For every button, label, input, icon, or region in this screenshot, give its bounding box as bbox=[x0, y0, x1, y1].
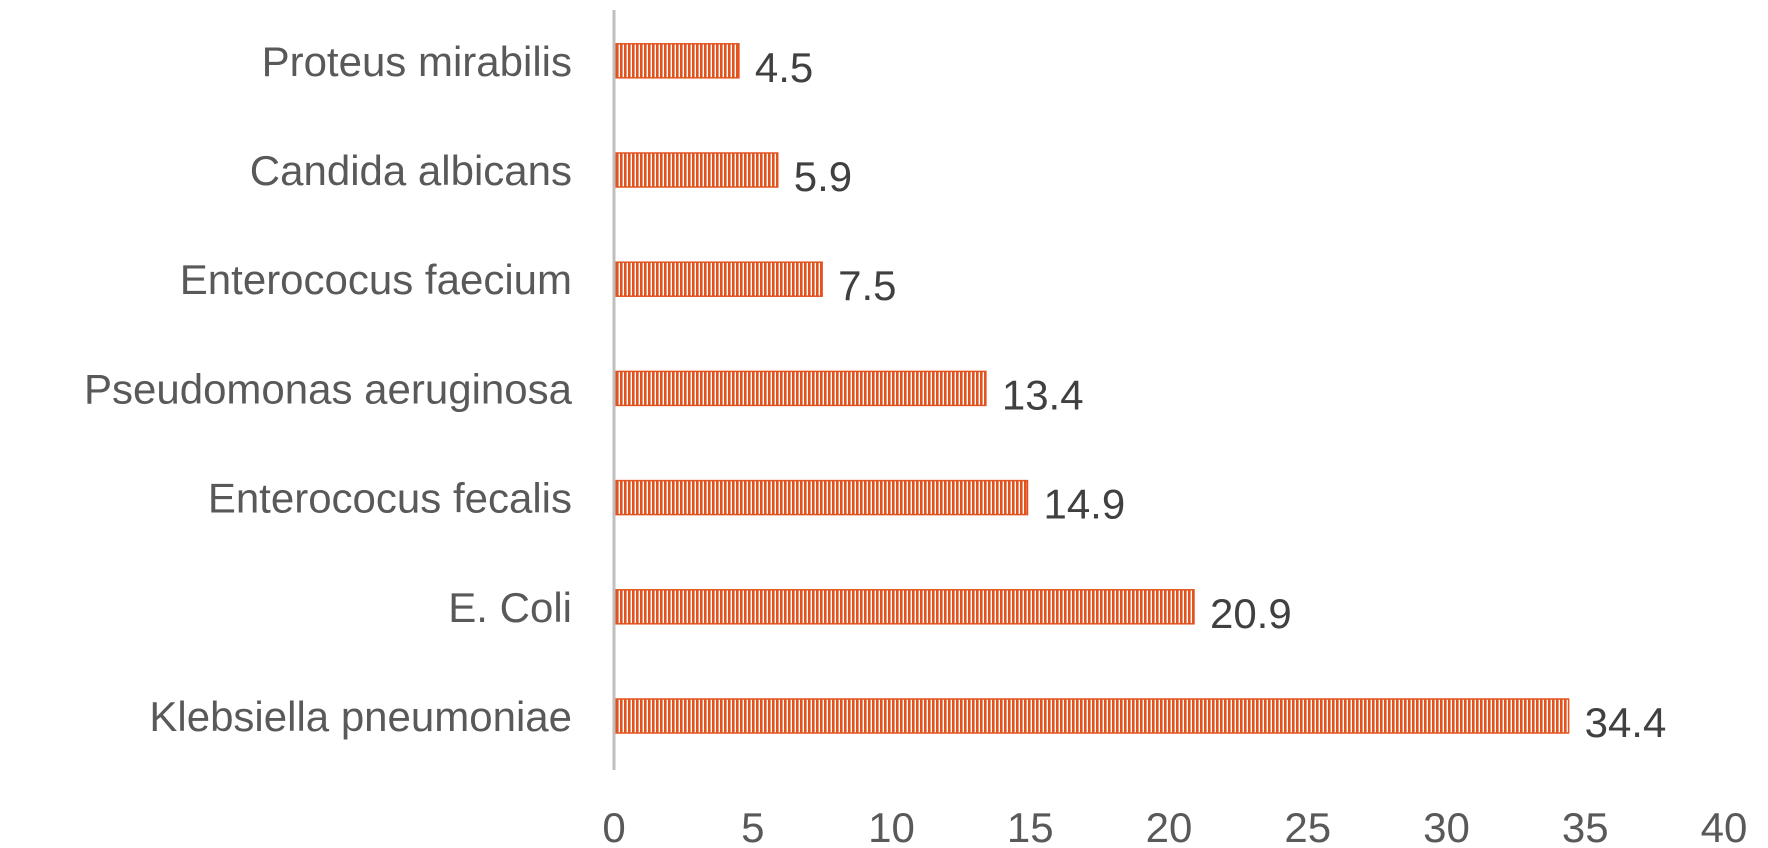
data-label: 5.9 bbox=[794, 153, 852, 200]
x-tick-label: 0 bbox=[602, 804, 625, 848]
x-tick-label: 25 bbox=[1284, 804, 1331, 848]
category-labels: Klebsiella pneumoniae E. Coli Enterococus … bbox=[84, 38, 573, 740]
data-labels: 34.4 20.9 14.9 13.4 7.5 5.9 4.5 bbox=[755, 44, 1666, 746]
bar bbox=[615, 589, 1195, 625]
x-tick-label: 20 bbox=[1146, 804, 1193, 848]
category-label: Enterococus faecium bbox=[180, 256, 572, 303]
data-label: 13.4 bbox=[1002, 371, 1084, 418]
data-label: 7.5 bbox=[838, 262, 896, 309]
data-label: 14.9 bbox=[1043, 481, 1125, 528]
bars-layer bbox=[615, 43, 1570, 734]
category-label: Proteus mirabilis bbox=[262, 38, 572, 85]
bar bbox=[615, 152, 779, 188]
x-axis-tick-labels: 0 5 10 15 20 25 30 35 40 bbox=[602, 804, 1747, 848]
category-label: E. Coli bbox=[448, 584, 572, 631]
x-tick-label: 5 bbox=[741, 804, 764, 848]
x-tick-label: 10 bbox=[868, 804, 915, 848]
x-tick-label: 40 bbox=[1701, 804, 1748, 848]
x-tick-label: 15 bbox=[1007, 804, 1054, 848]
bar bbox=[615, 43, 740, 79]
x-tick-label: 35 bbox=[1562, 804, 1609, 848]
category-label: Pseudomonas aeruginosa bbox=[84, 365, 573, 412]
category-label: Candida albicans bbox=[250, 147, 572, 194]
category-label: Enterococus fecalis bbox=[208, 475, 572, 522]
data-label: 34.4 bbox=[1585, 699, 1667, 746]
data-label: 20.9 bbox=[1210, 590, 1292, 637]
category-label: Klebsiella pneumoniae bbox=[149, 693, 572, 740]
bar bbox=[615, 370, 987, 407]
data-label: 4.5 bbox=[755, 44, 813, 91]
bar bbox=[615, 261, 823, 297]
bar bbox=[615, 479, 1029, 516]
bar bbox=[615, 698, 1570, 734]
x-tick-label: 30 bbox=[1423, 804, 1470, 848]
